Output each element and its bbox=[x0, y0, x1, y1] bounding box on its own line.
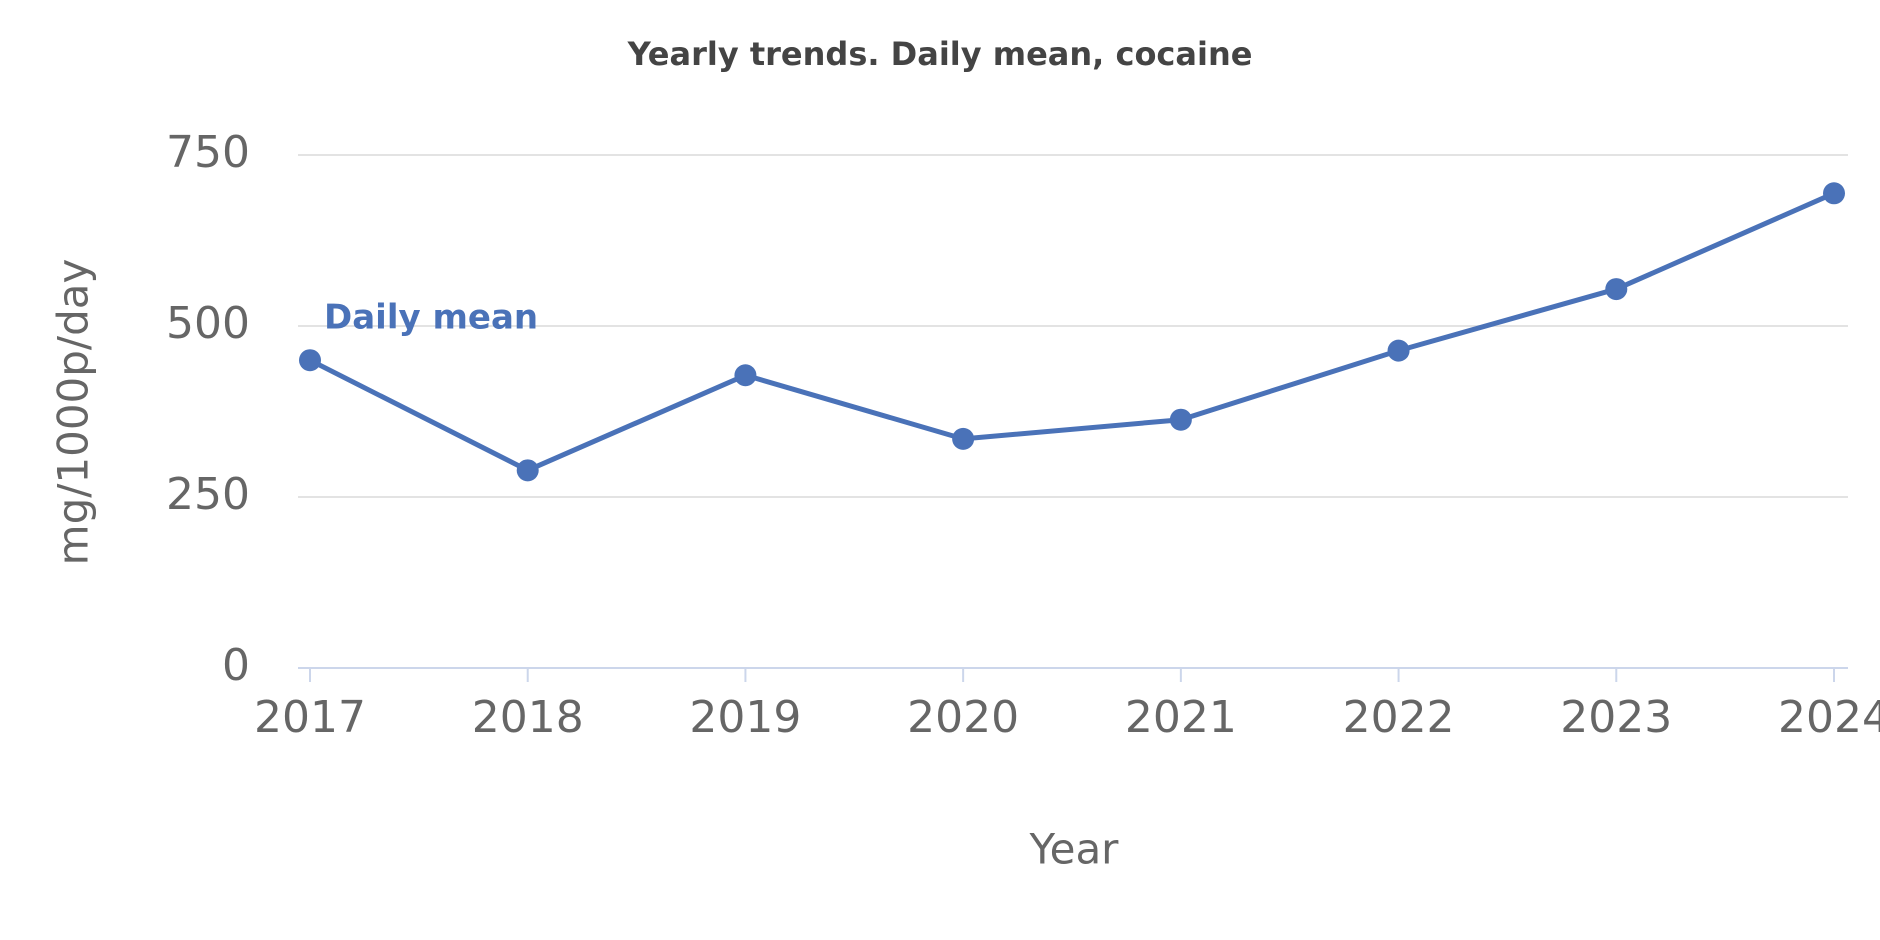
data-point bbox=[299, 349, 321, 372]
data-point bbox=[1169, 408, 1192, 431]
x-tick-label: 2019 bbox=[689, 692, 801, 743]
x-tick-label: 2024 bbox=[1778, 692, 1880, 743]
x-tick-label: 2018 bbox=[472, 692, 584, 743]
y-tick-label: 500 bbox=[166, 298, 250, 349]
x-axis-title: Year bbox=[1029, 825, 1120, 874]
y-tick-label: 750 bbox=[166, 127, 250, 178]
data-point bbox=[1605, 278, 1628, 301]
data-point bbox=[1823, 182, 1845, 205]
y-tick-label: 250 bbox=[166, 469, 250, 520]
x-tick-label: 2020 bbox=[907, 692, 1019, 743]
data-point bbox=[516, 459, 539, 482]
data-point bbox=[952, 427, 975, 450]
x-tick-label: 2023 bbox=[1560, 692, 1672, 743]
series-label: Daily mean bbox=[324, 298, 538, 338]
data-point bbox=[1387, 339, 1410, 362]
y-tick-label: 0 bbox=[222, 640, 250, 691]
series-line bbox=[308, 191, 1836, 473]
data-point bbox=[734, 364, 757, 387]
x-tick-label: 2017 bbox=[254, 692, 366, 743]
x-tick-label: 2022 bbox=[1343, 692, 1455, 743]
chart-title: Yearly trends. Daily mean, cocaine bbox=[627, 35, 1253, 73]
x-tick-label: 2021 bbox=[1125, 692, 1237, 743]
y-axis-title: mg/1000p/day bbox=[49, 259, 98, 566]
